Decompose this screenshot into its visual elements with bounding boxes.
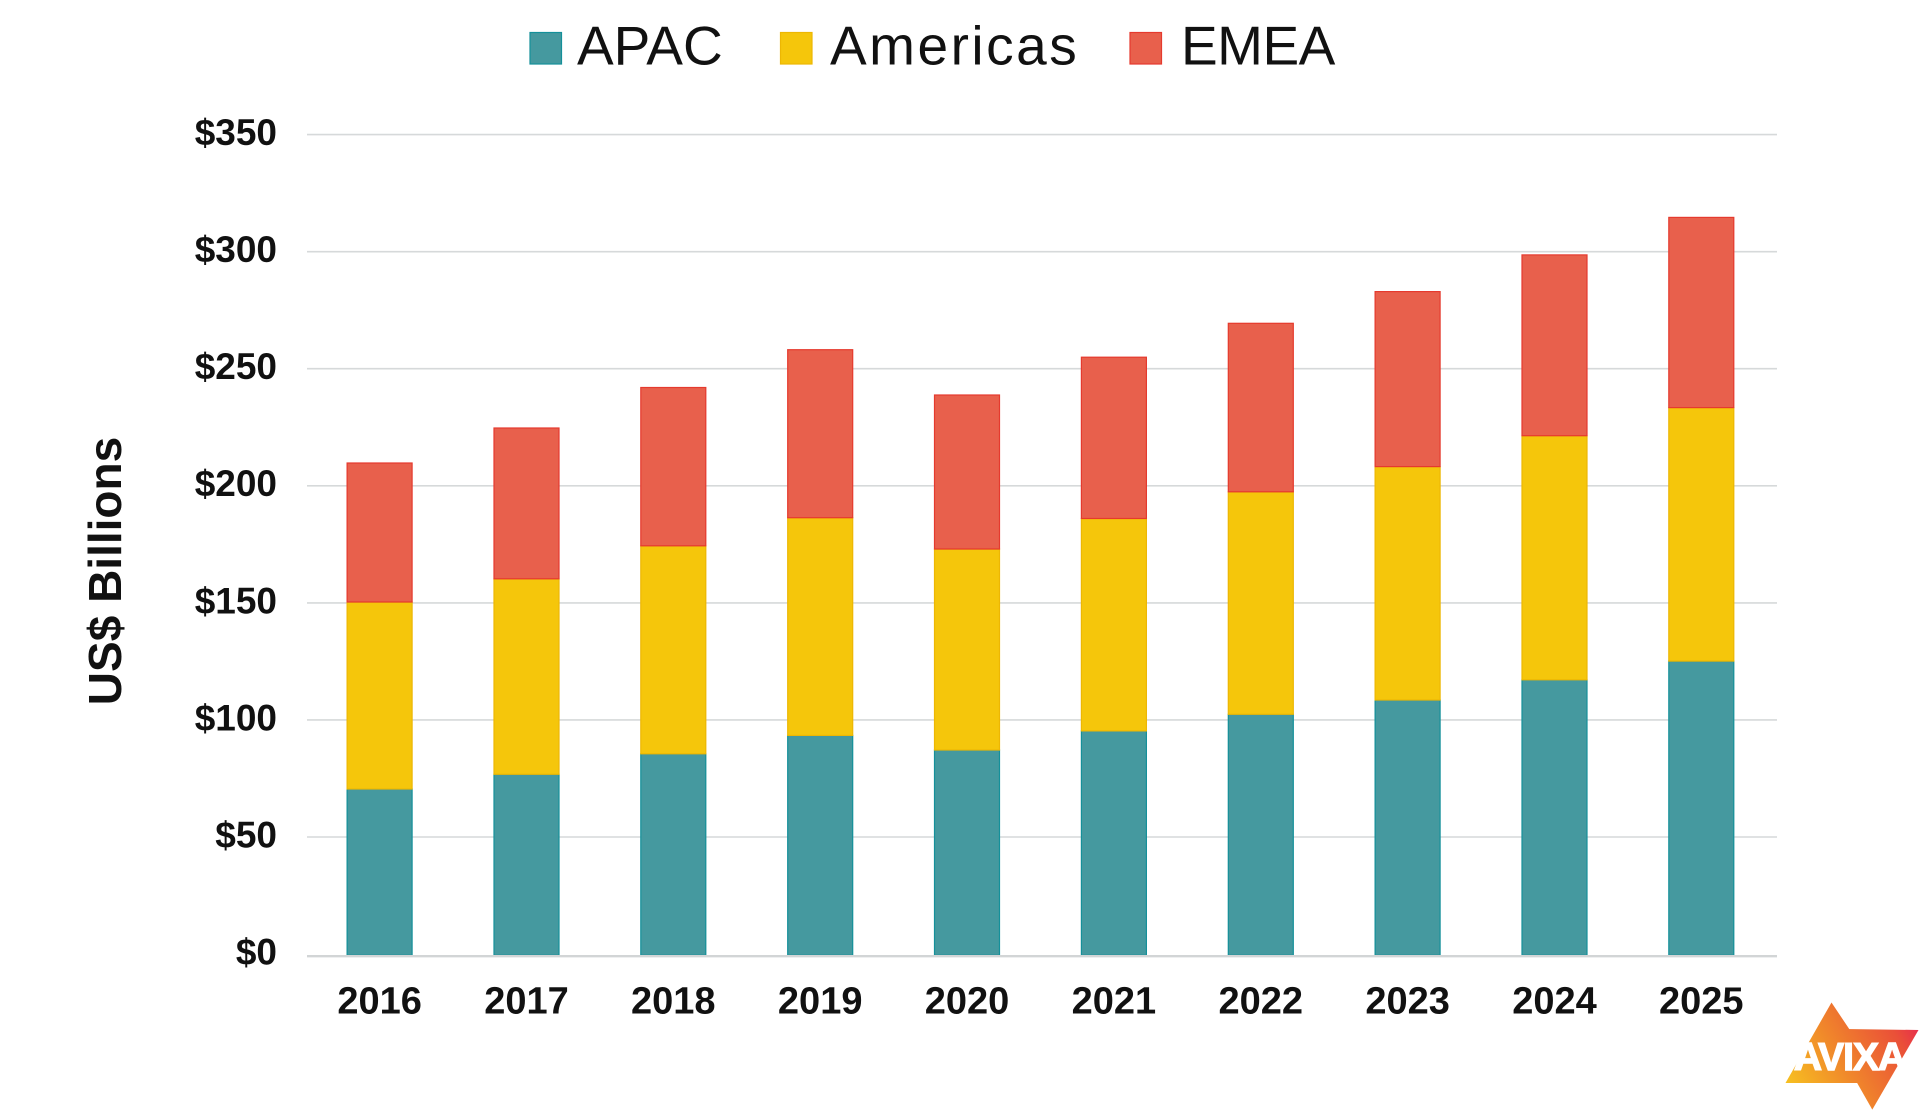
svg-text:2020: 2020 bbox=[925, 981, 1010, 1023]
svg-text:2017: 2017 bbox=[484, 981, 569, 1023]
svg-text:AVIXA: AVIXA bbox=[1794, 1036, 1906, 1079]
svg-text:2019: 2019 bbox=[778, 981, 863, 1023]
svg-text:$250: $250 bbox=[195, 346, 277, 387]
svg-text:$0: $0 bbox=[236, 932, 277, 973]
svg-text:$100: $100 bbox=[195, 697, 277, 738]
svg-text:$300: $300 bbox=[195, 229, 277, 270]
svg-text:$50: $50 bbox=[215, 814, 277, 855]
svg-text:$150: $150 bbox=[195, 580, 277, 621]
svg-text:EMEA: EMEA bbox=[1181, 15, 1336, 77]
svg-text:2024: 2024 bbox=[1512, 981, 1597, 1023]
svg-text:2022: 2022 bbox=[1219, 981, 1304, 1023]
svg-text:US$ Billions: US$ Billions bbox=[79, 437, 131, 705]
svg-text:APAC: APAC bbox=[577, 15, 723, 77]
svg-text:2025: 2025 bbox=[1659, 981, 1744, 1023]
svg-text:$350: $350 bbox=[195, 112, 277, 153]
svg-text:Americas: Americas bbox=[830, 15, 1079, 77]
svg-text:2016: 2016 bbox=[337, 981, 422, 1023]
svg-text:2023: 2023 bbox=[1365, 981, 1450, 1023]
svg-text:$200: $200 bbox=[195, 463, 277, 504]
svg-text:2018: 2018 bbox=[631, 981, 716, 1023]
svg-text:2021: 2021 bbox=[1072, 981, 1157, 1023]
